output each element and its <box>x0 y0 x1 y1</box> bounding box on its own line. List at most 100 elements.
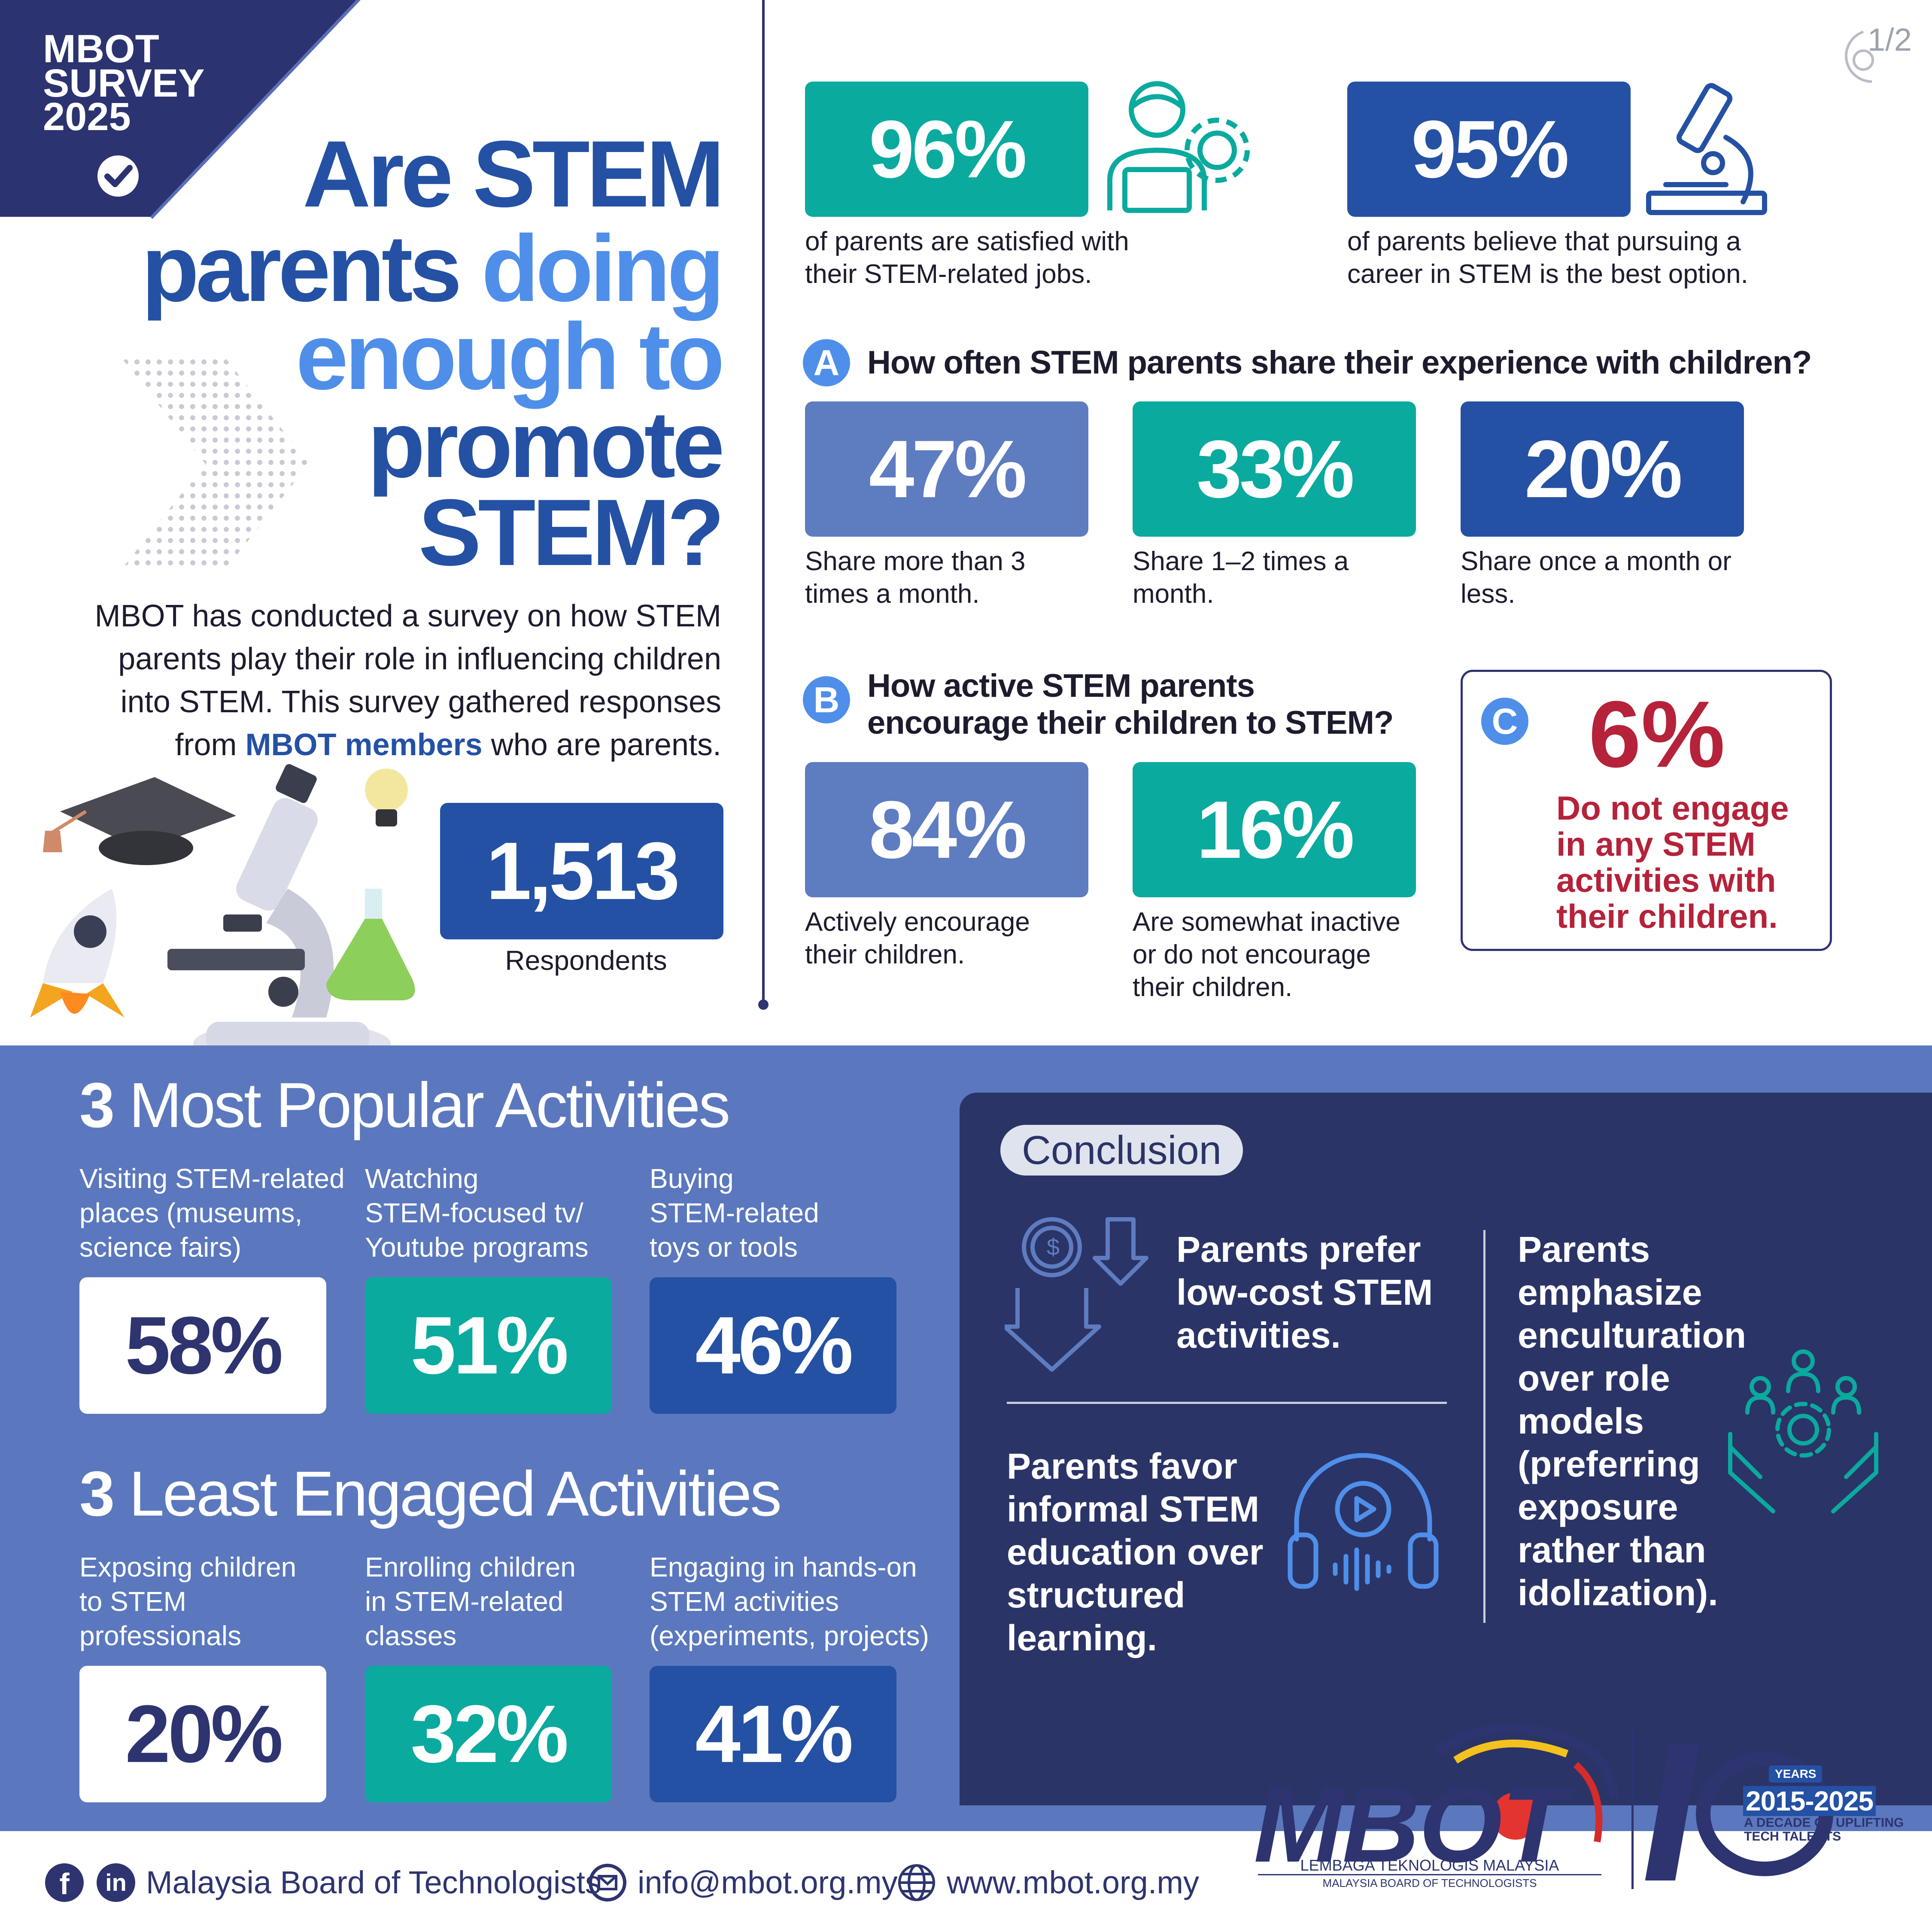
intro-line4a: from <box>175 728 246 762</box>
least-item-2-value: 32% <box>365 1666 612 1802</box>
stat-33-caption-l2: month. <box>1133 579 1214 609</box>
stat-95-caption-l1: of parents believe that pursuing a <box>1347 227 1741 256</box>
anniversary-years: YEARS <box>1769 1765 1823 1783</box>
conclusion-panel <box>960 1093 1932 1805</box>
section-b-title-l1: How active STEM parents <box>867 668 1255 704</box>
section-c-value: 6% <box>1589 681 1725 787</box>
least-item-1-label: Exposing children to STEM professionals <box>79 1550 296 1653</box>
globe-icon <box>898 1864 935 1901</box>
person-laptop-gear-icon <box>1107 81 1250 213</box>
conclusion-3-text: Parents emphasize enculturation over rol… <box>1518 1228 1746 1614</box>
footer-website[interactable]: www.mbot.org.my <box>947 1865 1200 1900</box>
microscope-icon <box>1646 83 1767 215</box>
survey-badge-line1: MBOT <box>43 27 159 71</box>
footer-org-name[interactable]: Malaysia Board of Technologists <box>146 1865 601 1900</box>
headphones-play-icon <box>1288 1453 1439 1591</box>
section-b-title-l2: encourage their children to STEM? <box>867 705 1394 741</box>
stat-16-caption-l3: their children. <box>1133 972 1293 1002</box>
least-item-3-value: 41% <box>650 1666 896 1802</box>
stem-illustration <box>30 764 415 1065</box>
conclusion-2-l5: learning. <box>1007 1618 1157 1658</box>
popular-item-3-l1: Buying <box>650 1163 734 1194</box>
stat-96-caption: of parents are satisfied with their STEM… <box>805 225 1129 291</box>
popular-item-2-l3: Youtube programs <box>365 1232 589 1263</box>
intro-line4c: who are parents. <box>482 728 721 762</box>
stat-16-caption-l1: Are somewhat inactive <box>1133 907 1400 937</box>
coin-arrow-down-icon: $ <box>1005 1217 1148 1372</box>
stat-47-box: 47% <box>805 401 1088 537</box>
headline-line1: Are STEM <box>302 121 725 227</box>
conclusion-1-l2: low-cost STEM <box>1176 1272 1433 1312</box>
least-item-3-l2: STEM activities <box>650 1586 839 1617</box>
popular-item-1-l3: science fairs) <box>79 1232 241 1263</box>
popular-item-2-label: Watching STEM-focused tv/ Youtube progra… <box>365 1161 589 1264</box>
stat-33-box: 33% <box>1133 401 1416 537</box>
intro-line4: from MBOT members who are parents. <box>95 723 721 766</box>
survey-badge-line2: SURVEY <box>43 61 205 105</box>
popular-item-3-value: 46% <box>650 1277 896 1414</box>
anniversary-range: 2015-2025 <box>1743 1786 1876 1816</box>
least-item-1-l2: to STEM <box>79 1586 186 1617</box>
popular-item-2-l2: STEM-focused tv/ <box>365 1197 583 1228</box>
conclusion-3-l3: enculturation <box>1518 1315 1747 1355</box>
conclusion-1-l1: Parents prefer <box>1176 1229 1421 1270</box>
conclusion-3-l5: models <box>1518 1401 1644 1441</box>
footer-email[interactable]: info@mbot.org.my <box>638 1865 898 1900</box>
intro-line1: MBOT has conducted a survey on how STEM <box>94 599 721 633</box>
check-circle-icon <box>97 155 139 197</box>
conclusion-1-l3: activities. <box>1176 1315 1341 1355</box>
stat-16-caption-l2: or do not encourage <box>1133 940 1371 969</box>
conclusion-1-text: Parents prefer low-cost STEM activities. <box>1176 1228 1433 1357</box>
least-item-3-label: Engaging in hands-on STEM activities (ex… <box>650 1550 929 1653</box>
stat-95-caption: of parents believe that pursuing a caree… <box>1347 225 1748 291</box>
mbot-logo-text: MBOT <box>1254 1765 1567 1884</box>
least-item-1-l3: professionals <box>79 1620 242 1651</box>
popular-item-2-l1: Watching <box>365 1163 479 1194</box>
popular-title-text: Most Popular Activities <box>113 1070 730 1141</box>
stat-84-caption: Actively encourage their children. <box>805 906 1030 971</box>
stat-20-box: 20% <box>1461 401 1744 537</box>
flask-icon <box>326 889 415 1000</box>
conclusion-2-l1: Parents favor <box>1007 1446 1237 1486</box>
stat-96-caption-l2: their STEM-related jobs. <box>805 259 1092 289</box>
stat-84-caption-l2: their children. <box>805 940 965 969</box>
svg-text:$: $ <box>1047 1234 1060 1260</box>
least-item-1-value: 20% <box>79 1666 326 1802</box>
intro-line4b: MBOT members <box>245 728 483 762</box>
least-item-2-l2: in STEM-related <box>365 1586 564 1617</box>
mbot-logo-swoosh <box>1435 1724 1619 1843</box>
stat-20-caption-l2: less. <box>1461 579 1516 609</box>
least-item-2-l1: Enrolling children <box>365 1552 576 1583</box>
least-title-num: 3 <box>79 1458 115 1529</box>
headline-line4: promote <box>368 392 725 497</box>
popular-title: 3 Most Popular Activities <box>79 1069 730 1142</box>
stat-33-caption-l1: Share 1–2 times a <box>1133 547 1349 576</box>
gear-outline-icon <box>1845 30 1874 83</box>
mbot-logo-sub1: LEMBAGA TEKNOLOGIS MALAYSIA <box>1258 1857 1601 1875</box>
headline-line3: enough to <box>295 304 725 409</box>
popular-title-num: 3 <box>79 1070 115 1141</box>
stat-95-box: 95% <box>1347 82 1631 217</box>
stat-96-caption-l1: of parents are satisfied with <box>805 227 1129 256</box>
divider-dot <box>758 999 769 1010</box>
stat-16-caption: Are somewhat inactive or do not encourag… <box>1133 906 1400 1004</box>
stat-47-caption-l1: Share more than 3 <box>805 547 1026 576</box>
intro-line2: parents play their role in influencing c… <box>118 642 721 676</box>
popular-item-1-l1: Visiting STEM-related <box>79 1163 345 1194</box>
mbot-logo-sub2: MALAYSIA BOARD OF TECHNOLOGISTS <box>1322 1877 1537 1889</box>
graduation-cap-icon <box>43 777 236 865</box>
section-b-badge: B <box>803 676 850 723</box>
stat-84-caption-l1: Actively encourage <box>805 907 1030 937</box>
anniversary-tagline-2: TECH TALENTS <box>1744 1829 1841 1844</box>
rocket-icon <box>30 889 125 1018</box>
section-b-title: How active STEM parents encourage their … <box>867 668 1394 741</box>
conclusion-3-l2: emphasize <box>1518 1272 1702 1312</box>
linkedin-icon[interactable]: in <box>97 1863 135 1902</box>
facebook-icon[interactable]: f <box>45 1863 84 1902</box>
section-a-title: How often STEM parents share their exper… <box>867 344 1812 381</box>
dotted-chevron-decoration <box>120 356 309 571</box>
conclusion-2-l4: structured <box>1007 1575 1185 1615</box>
conclusion-2-text: Parents favor informal STEM education ov… <box>1007 1445 1263 1659</box>
least-title: 3 Least Engaged Activities <box>79 1458 782 1531</box>
conclusion-label: Conclusion <box>1000 1125 1243 1176</box>
